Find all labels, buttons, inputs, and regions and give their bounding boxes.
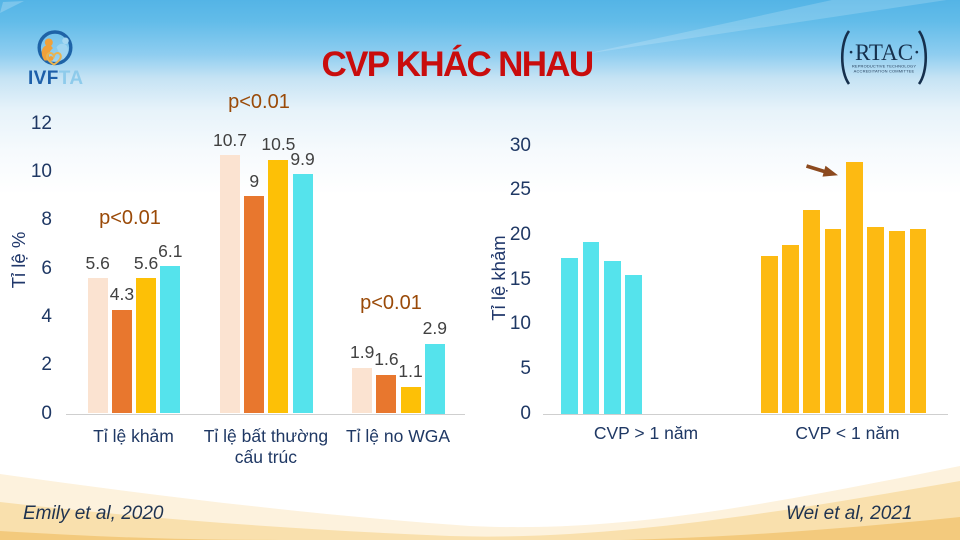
svg-text:ACCREDITATION COMMITTEE: ACCREDITATION COMMITTEE bbox=[854, 69, 915, 74]
svg-text:REPRODUCTIVE TECHNOLOGY: REPRODUCTIVE TECHNOLOGY bbox=[852, 64, 916, 69]
svg-text:·RTAC·: ·RTAC· bbox=[847, 40, 920, 65]
